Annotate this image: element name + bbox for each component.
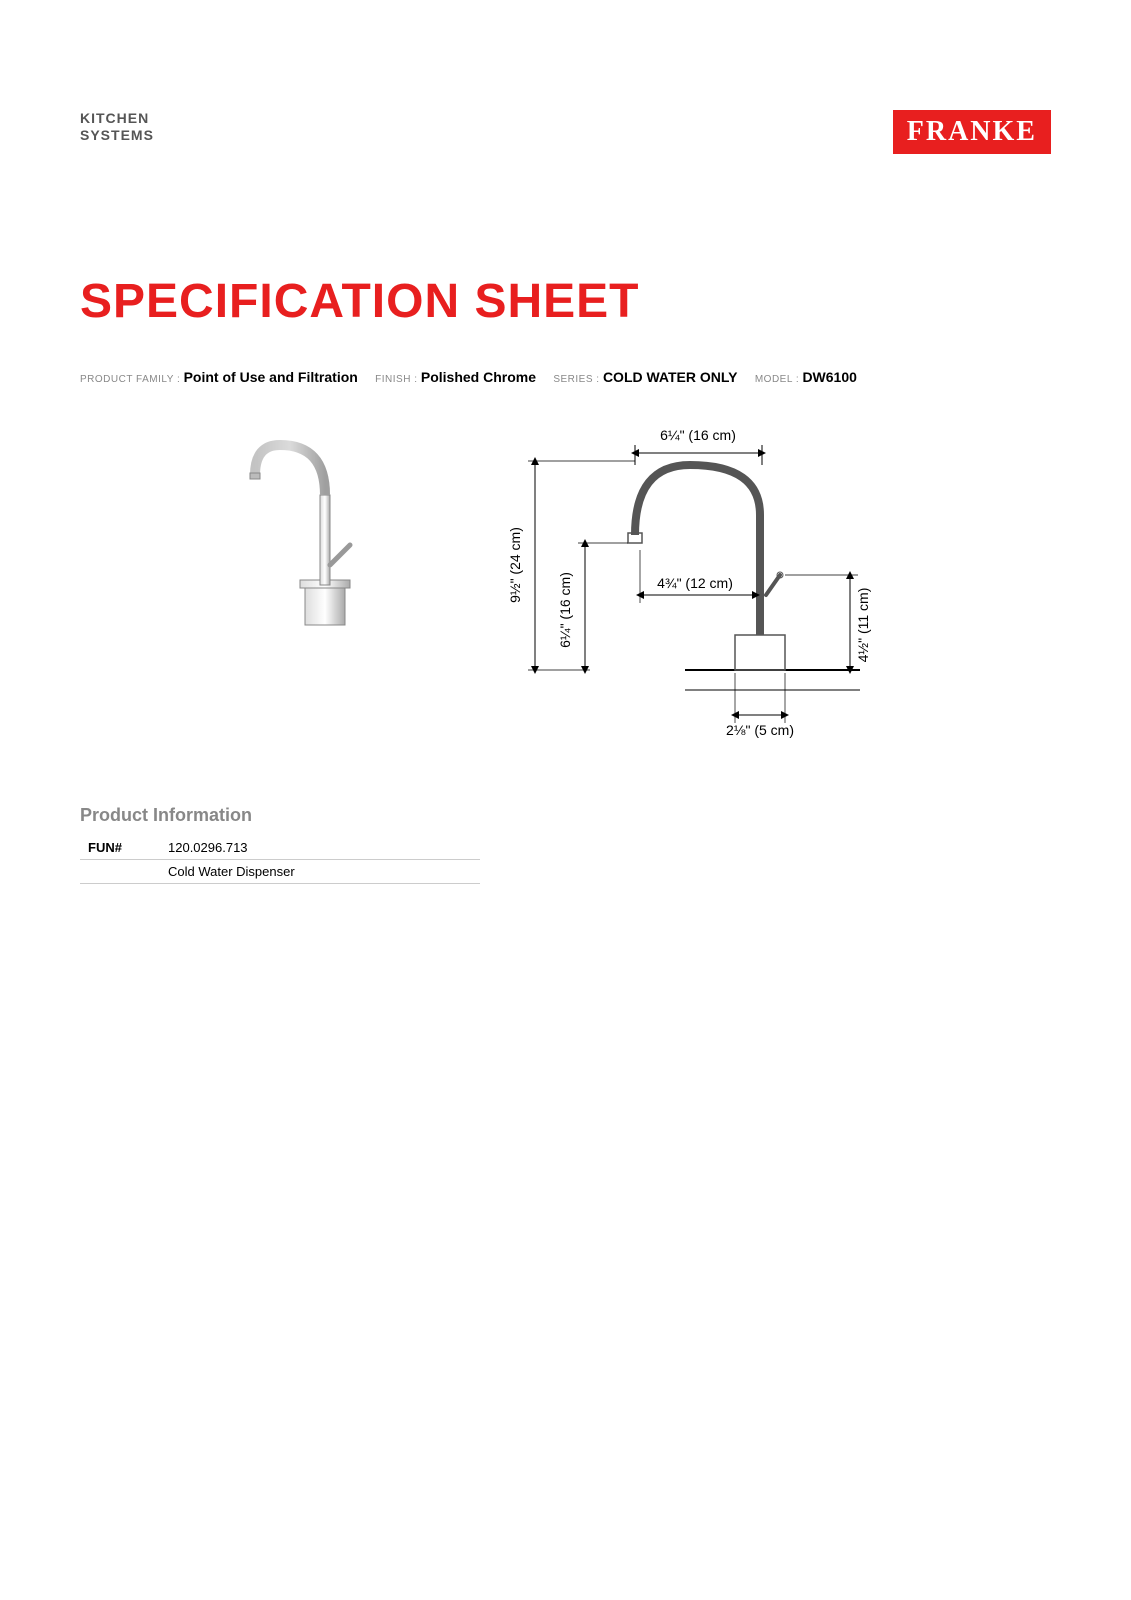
series-value: COLD WATER ONLY — [603, 369, 738, 385]
page-title: SPECIFICATION SHEET — [80, 274, 1051, 329]
images-row: 6¼" (16 cm) 9½" (24 cm) 6¼" (16 cm) 4¾" … — [80, 425, 1051, 755]
dim-left-outer: 9½" (24 cm) — [507, 527, 523, 603]
family-value: Point of Use and Filtration — [184, 369, 358, 385]
dimension-diagram: 6¼" (16 cm) 9½" (24 cm) 6¼" (16 cm) 4¾" … — [480, 425, 900, 755]
meta-line: PRODUCT FAMILY : Point of Use and Filtra… — [80, 369, 1051, 385]
family-label: PRODUCT FAMILY : — [80, 374, 180, 385]
info-table: FUN# 120.0296.713 Cold Water Dispenser — [80, 836, 480, 884]
franke-logo: FRANKE — [893, 110, 1051, 154]
model-label: MODEL : — [755, 374, 799, 385]
finish-label: FINISH : — [375, 374, 417, 385]
series-label: SERIES : — [553, 374, 599, 385]
dim-right: 4½" (11 cm) — [855, 588, 871, 663]
row2-value: Cold Water Dispenser — [160, 860, 480, 884]
product-photo — [220, 425, 420, 645]
dim-center: 4¾" (12 cm) — [657, 575, 733, 591]
row2-label — [80, 860, 160, 884]
kitchen-line2: SYSTEMS — [80, 127, 154, 144]
table-row: FUN# 120.0296.713 — [80, 836, 480, 860]
fun-label: FUN# — [80, 836, 160, 860]
kitchen-systems-label: KITCHEN SYSTEMS — [80, 110, 154, 144]
kitchen-line1: KITCHEN — [80, 110, 154, 127]
finish-value: Polished Chrome — [421, 369, 536, 385]
model-value: DW6100 — [802, 369, 856, 385]
dim-bottom: 2⅛" (5 cm) — [726, 722, 794, 738]
page-header: KITCHEN SYSTEMS FRANKE — [80, 110, 1051, 154]
section-heading: Product Information — [80, 805, 1051, 826]
dim-left-inner: 6¼" (16 cm) — [557, 572, 573, 648]
fun-value: 120.0296.713 — [160, 836, 480, 860]
table-row: Cold Water Dispenser — [80, 860, 480, 884]
dim-top: 6¼" (16 cm) — [660, 427, 736, 443]
